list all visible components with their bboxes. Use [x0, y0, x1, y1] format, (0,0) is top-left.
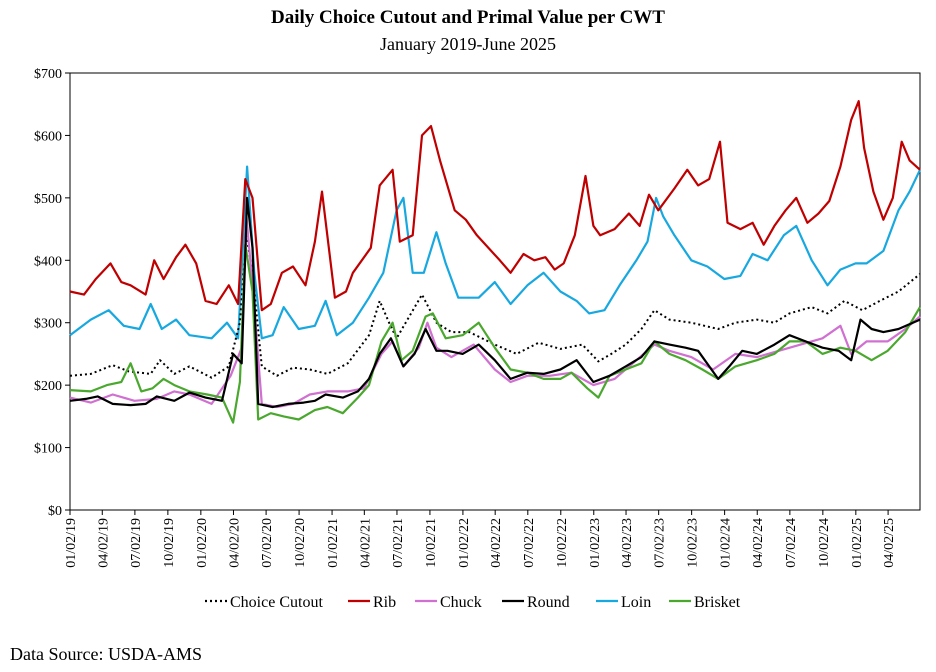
- y-axis: $0 $100 $200 $300 $400 $500 $600 $700: [34, 67, 70, 519]
- series-line-brisket: [69, 243, 921, 424]
- series-line-rib: [69, 100, 921, 312]
- x-tick-label: 01/02/22: [457, 518, 472, 568]
- x-tick-label: 01/02/23: [588, 518, 603, 568]
- x-tick-label: 04/02/19: [96, 518, 111, 568]
- x-tick-label: 07/02/20: [260, 518, 275, 568]
- x-tick-label: 07/02/21: [391, 518, 406, 568]
- x-tick-label: 01/02/21: [326, 518, 341, 568]
- x-tick-label: 07/02/19: [129, 518, 144, 568]
- series-line-loin: [69, 165, 921, 340]
- y-tick-label: $0: [48, 504, 62, 519]
- plot-area: [69, 72, 921, 511]
- chart-subtitle: January 2019-June 2025: [380, 34, 556, 54]
- x-tick-label: 01/02/20: [195, 518, 210, 568]
- x-tick-label: 04/02/24: [751, 518, 766, 568]
- legend-label: Loin: [621, 594, 651, 611]
- x-tick-label: 07/02/24: [784, 518, 799, 568]
- x-tick-label: 10/02/23: [686, 518, 701, 568]
- y-tick-label: $700: [34, 67, 62, 82]
- x-tick-label: 01/02/25: [850, 518, 865, 568]
- y-tick-label: $600: [34, 129, 62, 144]
- x-tick-label: 04/02/25: [882, 518, 897, 568]
- x-tick-label: 10/02/20: [293, 518, 308, 568]
- y-tick-label: $300: [34, 317, 62, 332]
- x-tick-label: 10/02/21: [424, 518, 439, 568]
- x-axis: 01/02/19 04/02/19 07/02/19 10/02/19 01/02/20…: [64, 510, 897, 568]
- legend: Choice Cutout Rib Chuck Round Loin Brisket: [205, 594, 741, 611]
- x-tick-label: 04/02/22: [489, 518, 504, 568]
- plot-border: [69, 72, 921, 511]
- chart-title: Daily Choice Cutout and Primal Value per…: [271, 7, 665, 28]
- y-tick-label: $500: [34, 192, 62, 207]
- y-tick-label: $200: [34, 379, 62, 394]
- series-line-round: [69, 196, 921, 409]
- x-tick-label: 10/02/24: [817, 518, 832, 568]
- legend-label: Rib: [373, 594, 396, 611]
- x-tick-label: 01/02/24: [719, 518, 734, 568]
- y-tick-label: $100: [34, 442, 62, 457]
- legend-label: Choice Cutout: [230, 594, 323, 611]
- legend-label: Brisket: [694, 594, 741, 611]
- x-tick-label: 04/02/20: [227, 518, 242, 568]
- x-tick-label: 01/02/19: [64, 518, 79, 568]
- series-line-chuck: [69, 215, 921, 409]
- x-tick-label: 10/02/22: [555, 518, 570, 568]
- x-tick-label: 07/02/22: [522, 518, 537, 568]
- x-tick-label: 07/02/23: [653, 518, 668, 568]
- x-tick-label: 04/02/21: [358, 518, 373, 568]
- data-source-note: Data Source: USDA-AMS: [10, 644, 202, 664]
- legend-label: Chuck: [440, 594, 482, 611]
- y-tick-label: $400: [34, 254, 62, 269]
- x-tick-label: 04/02/23: [620, 518, 635, 568]
- legend-label: Round: [527, 594, 570, 611]
- x-tick-label: 10/02/19: [162, 518, 177, 568]
- series-layer: [69, 100, 921, 424]
